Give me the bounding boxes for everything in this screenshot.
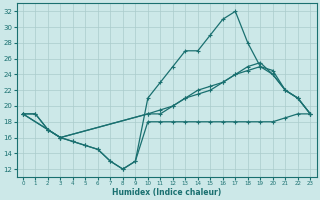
X-axis label: Humidex (Indice chaleur): Humidex (Indice chaleur)	[112, 188, 221, 197]
